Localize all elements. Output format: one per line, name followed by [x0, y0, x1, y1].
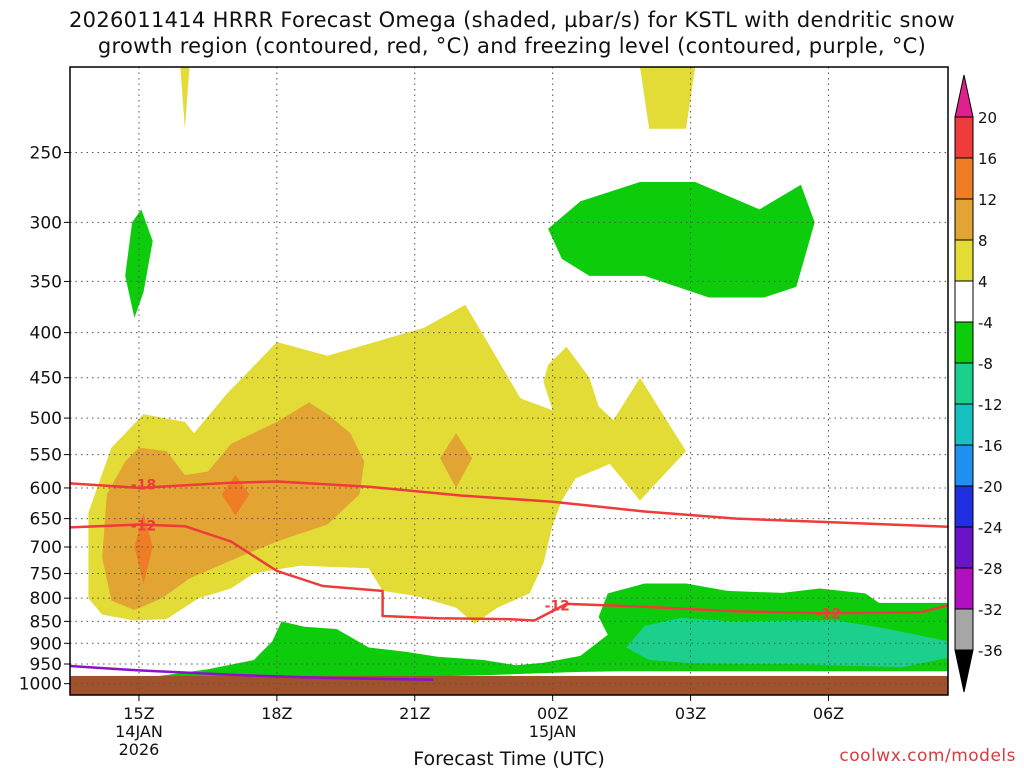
x-tick-label: 00Z — [537, 704, 568, 723]
omega-region-5 — [440, 433, 473, 488]
omega-region-1 — [596, 377, 686, 501]
x-tick-label: 06Z — [813, 704, 844, 723]
colorbar-bin — [954, 362, 974, 405]
x-tick-label: 03Z — [675, 704, 706, 723]
y-tick-label: 550 — [30, 446, 62, 466]
y-tick-label: 250 — [30, 143, 62, 163]
colorbar-label: 4 — [978, 273, 988, 291]
omega-region-3 — [640, 67, 696, 129]
colorbar-bin — [954, 526, 974, 569]
colorbar-bin — [954, 485, 974, 528]
y-axis: 2503003504004505005506006507007508008509… — [19, 143, 70, 695]
x-tick-date: 15JAN — [529, 722, 577, 741]
colorbar-label: -4 — [978, 314, 993, 332]
contour-label: -12 — [545, 598, 570, 614]
colorbar-label: -16 — [978, 437, 1003, 455]
x-axis-title: Forecast Time (UTC) — [413, 748, 604, 768]
omega-region-7 — [221, 475, 250, 516]
grid-lines — [70, 67, 948, 695]
contour-line-2 — [70, 664, 434, 682]
colorbar-bin — [954, 444, 974, 487]
colorbar-label: -36 — [978, 642, 1003, 660]
colorbar-label: -8 — [978, 355, 993, 373]
y-tick-label: 900 — [30, 634, 62, 654]
ground-layer — [70, 675, 948, 695]
colorbar-label: -28 — [978, 560, 1003, 578]
x-tick-label: 21Z — [399, 704, 430, 723]
colorbar-label: 8 — [978, 232, 988, 250]
y-tick-label: 750 — [30, 564, 62, 584]
y-tick-label: 350 — [30, 272, 62, 292]
y-tick-label: 600 — [30, 479, 62, 499]
omega-region-8 — [125, 209, 153, 318]
y-tick-label: 950 — [30, 655, 62, 675]
contour-label: -18 — [131, 478, 156, 494]
x-tick-date: 14JAN — [115, 722, 163, 741]
contour-line-0 — [70, 480, 948, 529]
ground-surface — [70, 675, 948, 695]
colorbar-label: -12 — [978, 396, 1003, 414]
colorbar-bin — [954, 567, 974, 610]
y-tick-label: 650 — [30, 510, 62, 530]
colorbar-bottom-extension — [954, 649, 974, 693]
y-tick-label: 450 — [30, 369, 62, 389]
y-tick-label: 400 — [30, 324, 62, 344]
colorbar-bin — [954, 116, 974, 159]
contour-label: -12 — [816, 607, 841, 623]
y-tick-label: 300 — [30, 213, 62, 233]
colorbar-bin — [954, 403, 974, 446]
x-tick-year: 2026 — [119, 740, 160, 759]
x-tick-label: 18Z — [261, 704, 292, 723]
omega-region-11 — [626, 617, 948, 668]
credit-text: coolwx.com/models — [839, 746, 1016, 766]
contour-lines — [70, 480, 948, 682]
colorbar-bin — [954, 321, 974, 364]
colorbar-bin — [954, 608, 974, 651]
plot-frame — [69, 66, 949, 696]
colorbar: 20 16 12 8 4 -4 -8 -12 -16 -20 -24 -28 -32 -36 — [954, 74, 1003, 693]
colorbar-top-extension — [954, 74, 974, 118]
colorbar-label: 12 — [978, 191, 997, 209]
colorbar-label: -32 — [978, 601, 1003, 619]
contour-label: -12 — [131, 519, 156, 535]
colorbar-bin — [954, 239, 974, 282]
y-tick-label: 1000 — [19, 675, 62, 695]
colorbar-bin — [954, 280, 974, 323]
colorbar-label: 20 — [978, 109, 997, 127]
colorbar-bin — [954, 157, 974, 200]
y-tick-label: 800 — [30, 589, 62, 609]
y-tick-label: 700 — [30, 538, 62, 558]
omega-region-2 — [180, 67, 190, 129]
omega-region-9 — [548, 182, 815, 298]
chart-title-line-2: growth region (contoured, red, °C) and f… — [97, 34, 927, 58]
contour-labels: -18 -12 -12 -12 — [131, 478, 841, 623]
colorbar-bin — [954, 198, 974, 241]
x-tick-label: 15Z — [123, 704, 154, 723]
y-tick-label: 500 — [30, 409, 62, 429]
y-tick-label: 850 — [30, 612, 62, 632]
contour-line-1 — [70, 523, 948, 622]
colorbar-label: 16 — [978, 150, 997, 168]
colorbar-label: -20 — [978, 478, 1003, 496]
omega-shading — [88, 67, 948, 681]
colorbar-label: -24 — [978, 519, 1003, 537]
chart-title-line-1: 2026011414 HRRR Forecast Omega (shaded, … — [69, 8, 955, 32]
